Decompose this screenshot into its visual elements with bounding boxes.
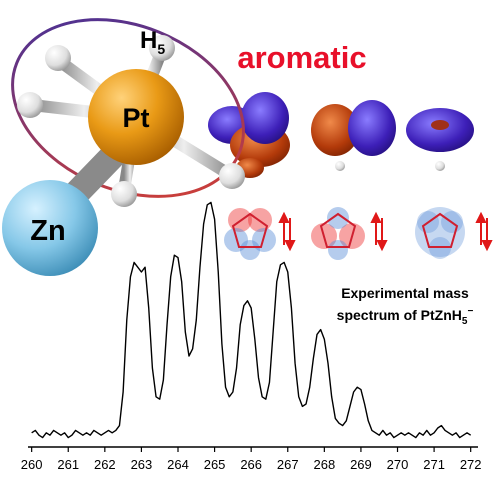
x-tick-label: 262 [94,457,116,472]
h5-sub: 5 [157,41,165,57]
pentagons [224,207,493,260]
x-tick-label: 270 [387,457,409,472]
h5-label: H5 [140,27,165,57]
zn-label: Zn [30,215,65,247]
x-tick-label: 260 [21,457,43,472]
spectrum-line [31,201,472,439]
x-tick-label: 267 [277,457,299,472]
x-tick-label: 266 [240,457,262,472]
x-tick-label: 265 [204,457,226,472]
spectrum-plot: 260 261 262 263 264 265 266 267 268 269 270 271 272 [21,201,482,472]
caption-line1: Experimental mass [341,285,469,301]
x-tick-label: 261 [57,457,79,472]
x-tick-label: 269 [350,457,372,472]
orbitals [208,92,474,178]
molecule: Pt Zn H5 [2,18,245,276]
h5-main: H [140,27,157,54]
caption-sub: 5 [462,316,468,327]
spin-arrows [278,211,493,252]
aromatic-label: aromatic [237,40,366,75]
x-tick-label: 264 [167,457,189,472]
caption-line2: spectrum of PtZnH5− [337,306,474,327]
x-tick-label: 272 [460,457,482,472]
x-tick-label: 263 [131,457,153,472]
pt-label: Pt [123,103,150,133]
x-tick-label: 268 [313,457,335,472]
caption-text: spectrum of PtZnH [337,307,462,323]
x-tick-label: 271 [423,457,445,472]
caption-sup: − [467,306,473,317]
